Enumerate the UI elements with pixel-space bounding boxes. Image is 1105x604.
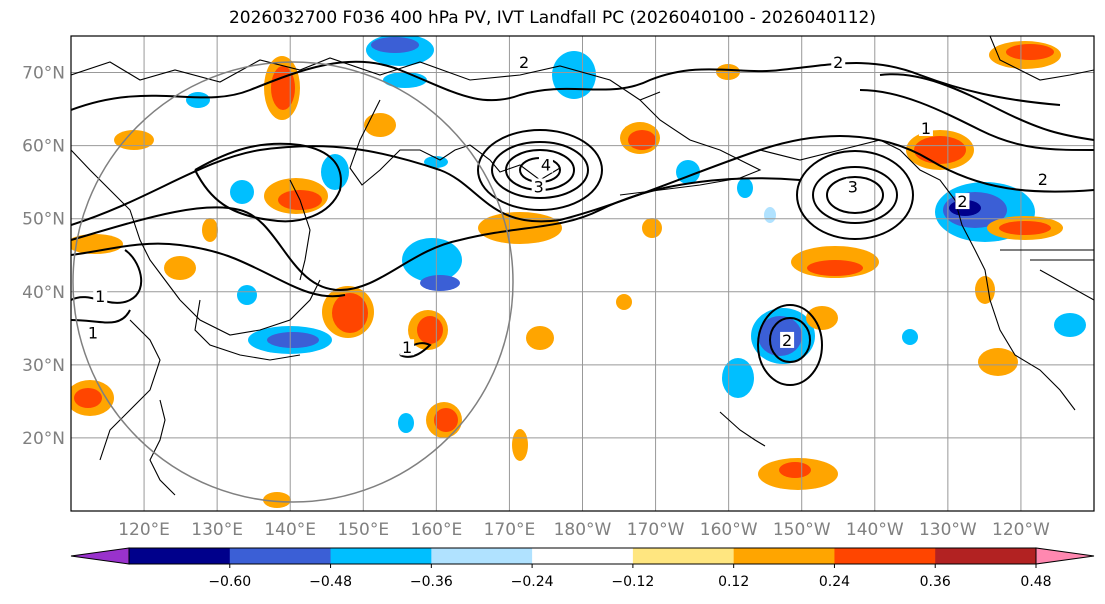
blob-pacific-orange-2	[791, 246, 879, 278]
map-gridlines	[71, 36, 1094, 511]
latitude-labels: 70°N 60°N 50°N 40°N 30°N 20°N	[22, 64, 65, 449]
contour-label-bg	[400, 339, 415, 356]
blob-arctic-orange-east	[989, 41, 1061, 69]
blob-siberia-orange-2	[264, 178, 328, 214]
highlight-circle	[72, 61, 514, 503]
blob-pacific-orange-1	[478, 212, 562, 244]
blob-siberia-orange	[264, 56, 300, 120]
colorbar-swatch	[733, 548, 835, 564]
blob-cutoff-blue-2	[722, 358, 754, 398]
colorbar-swatch	[229, 548, 332, 564]
lon-tick-label: 130°W	[919, 520, 977, 540]
contour-label: 1	[88, 324, 98, 343]
blob-kamchatka-orange	[322, 286, 374, 338]
contour-label-bg	[93, 288, 108, 305]
lat-tick-label: 30°N	[22, 356, 65, 376]
blob-gulf-alaska-red	[906, 130, 974, 170]
blob-west-pacific-orange	[426, 402, 462, 438]
contour-label: 1	[402, 338, 412, 357]
lon-tick-label: 160°W	[700, 520, 758, 540]
colorbar-swatch	[834, 548, 936, 564]
contour-label-bg	[845, 178, 860, 195]
blob-cutoff-orange	[806, 306, 838, 330]
colorbar-extend-high	[1035, 547, 1095, 565]
contour-labels: 2 2 4 3 3 1 2 2 1 1 1 2	[85, 53, 1050, 357]
blob-small-orange	[114, 64, 1018, 508]
colorbar-swatch	[632, 548, 735, 564]
blob-bering-orange	[620, 122, 660, 154]
lon-tick-label: 150°W	[773, 520, 831, 540]
blob-far-west-orange	[71, 380, 114, 416]
contour-label-bg	[517, 54, 532, 71]
colorbar-tick-label: −0.24	[511, 574, 554, 590]
lon-tick-label: 120°E	[118, 520, 170, 540]
contour-label-bg	[85, 324, 100, 341]
lat-tick-label: 60°N	[22, 137, 65, 157]
blob-okhotsk-blue	[402, 238, 462, 291]
lon-tick-label: 180°W	[554, 520, 612, 540]
blob-arctic-blue-2	[552, 51, 596, 99]
lon-tick-label: 140°W	[846, 520, 904, 540]
lon-tick-label: 130°E	[191, 520, 243, 540]
contour-label: 2	[957, 192, 967, 211]
lat-tick-label: 50°N	[22, 210, 65, 230]
blob-pnw-orange	[987, 216, 1063, 240]
blob-small-blue	[186, 92, 1086, 433]
lon-tick-label: 140°E	[264, 520, 316, 540]
contour-label-bg	[538, 156, 553, 173]
contour-label-bg	[780, 331, 795, 348]
colorbar: −0.60 −0.48 −0.36 −0.24 −0.12 0.12 0.24 0.36 0.4…	[70, 547, 1095, 590]
colorbar-tick-label: −0.12	[611, 574, 654, 590]
contour-label-bg	[531, 178, 546, 195]
lon-tick-label: 120°W	[992, 520, 1050, 540]
contour-label-bg	[831, 54, 846, 71]
pv-contours	[71, 60, 1094, 386]
pv-anomaly-shading	[71, 36, 1086, 508]
map-frame	[70, 35, 1095, 512]
contour-label-bg	[1035, 171, 1050, 188]
contour-label: 2	[1038, 170, 1048, 189]
lon-tick-label: 170°W	[627, 520, 685, 540]
colorbar-tick-label: 0.24	[819, 574, 850, 590]
contour-label: 1	[95, 287, 105, 306]
contour-label: 1	[921, 119, 931, 138]
lat-tick-label: 20°N	[22, 429, 65, 449]
lon-tick-label: 160°E	[411, 520, 463, 540]
colorbar-swatch	[431, 548, 533, 564]
lat-tick-label: 70°N	[22, 64, 65, 84]
contour-label: 4	[541, 156, 551, 175]
blob-siberia-blue	[230, 154, 349, 204]
contour-label: 3	[848, 177, 858, 196]
contour-label: 2	[833, 53, 843, 72]
colorbar-tick-label: −0.36	[410, 574, 453, 590]
colorbar-swatch	[935, 548, 1037, 564]
blob-hawaii-orange	[758, 458, 838, 490]
coastlines	[71, 36, 1094, 496]
colorbar-tick-label: −0.60	[208, 574, 251, 590]
colorbar-extend-low	[70, 547, 130, 565]
contour-label: 3	[534, 177, 544, 196]
colorbar-swatch	[532, 548, 634, 564]
colorbar-swatch	[330, 548, 432, 564]
colorbar-tick-label: −0.48	[309, 574, 352, 590]
contour-label-bg	[918, 120, 933, 136]
contour-label: 2	[519, 53, 529, 72]
lon-tick-label: 170°E	[484, 520, 536, 540]
colorbar-tick-label: 0.36	[920, 574, 951, 590]
lon-tick-label: 150°E	[337, 520, 389, 540]
colorbar-tick-label: 0.48	[1020, 574, 1051, 590]
contour-label-bg	[955, 193, 970, 210]
colorbar-swatch	[129, 548, 231, 564]
longitude-labels: 120°E 130°E 140°E 150°E 160°E 170°E 180°W 170°W…	[118, 520, 1050, 540]
chart-title: 2026032700 F036 400 hPa PV, IVT Landfall…	[228, 8, 876, 28]
colorbar-tick-label: 0.12	[718, 574, 749, 590]
colorbar-frame	[128, 547, 1037, 565]
lat-tick-label: 40°N	[22, 283, 65, 303]
contour-label: 2	[782, 331, 792, 350]
